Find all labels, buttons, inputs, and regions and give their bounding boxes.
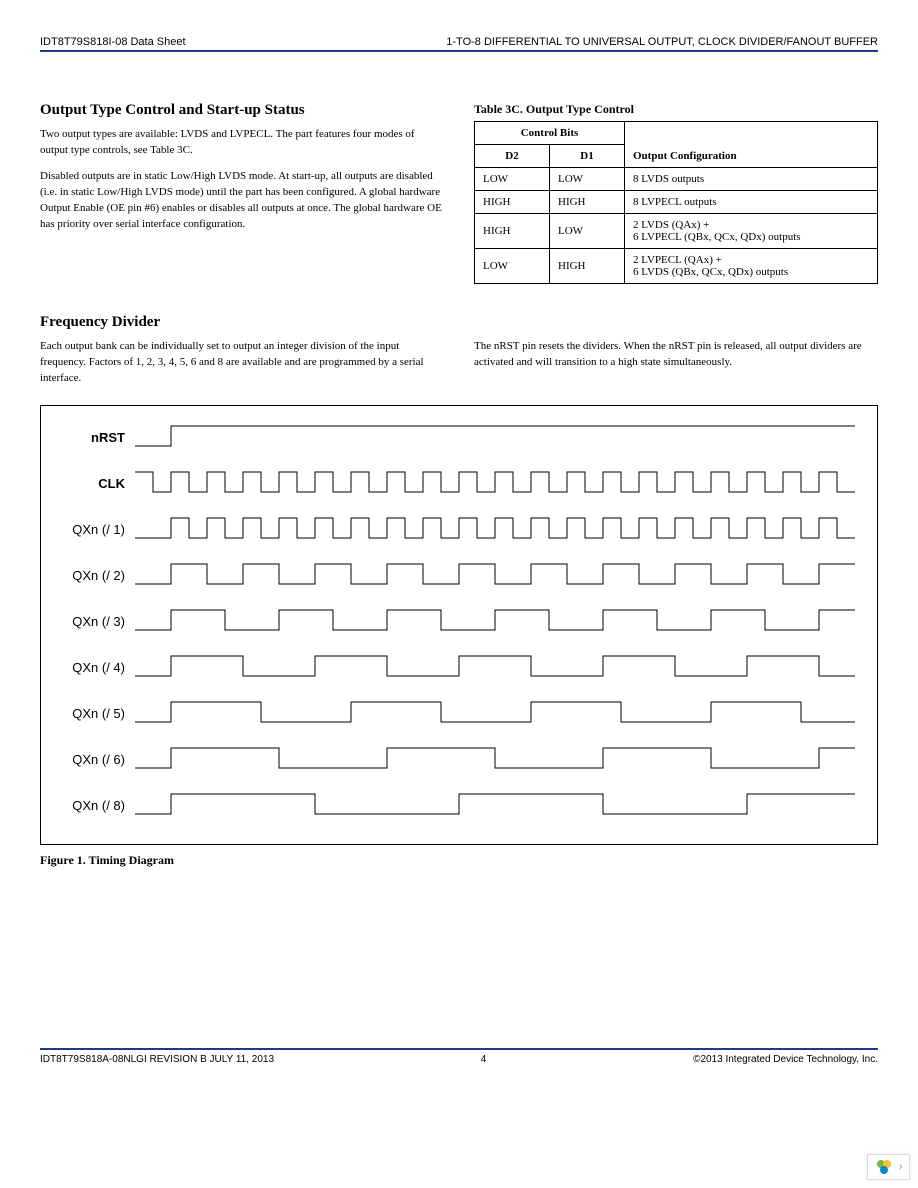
- signal-label: QXn (/ 3): [41, 614, 135, 629]
- th-d1: D1: [550, 145, 625, 168]
- table-header-row: Control Bits Output Configuration: [475, 122, 878, 145]
- cell-d2: LOW: [475, 168, 550, 191]
- cell-config: 2 LVPECL (QAx) + 6 LVDS (QBx, QCx, QDx) …: [625, 249, 878, 284]
- cell-d1: LOW: [550, 168, 625, 191]
- waveform: [135, 790, 855, 818]
- timing-row: QXn (/ 1): [41, 510, 865, 550]
- signal-wave: [135, 560, 865, 592]
- header-left: IDT8T79S818I-08 Data Sheet: [40, 36, 186, 48]
- section2-para-left: Each output bank can be individually set…: [40, 339, 444, 387]
- signal-label: QXn (/ 6): [41, 752, 135, 767]
- header-right: 1-TO-8 DIFFERENTIAL TO UNIVERSAL OUTPUT,…: [446, 36, 878, 48]
- section1-para1: Two output types are available: LVDS and…: [40, 127, 444, 159]
- waveform: [135, 560, 855, 588]
- section1-title: Output Type Control and Start-up Status: [40, 102, 444, 119]
- section1-para2: Disabled outputs are in static Low/High …: [40, 169, 444, 233]
- cell-d2: HIGH: [475, 214, 550, 249]
- signal-wave: [135, 606, 865, 638]
- figure1-title: Figure 1. Timing Diagram: [40, 853, 878, 868]
- section-output-type: Output Type Control and Start-up Status …: [40, 102, 878, 284]
- timing-row: QXn (/ 2): [41, 556, 865, 596]
- timing-diagram: nRST CLK QXn (/ 1) QXn (/ 2) QXn (/ 3) QXn (/…: [40, 405, 878, 845]
- timing-row: nRST: [41, 418, 865, 458]
- waveform: [135, 514, 855, 542]
- section2-para-right: The nRST pin resets the dividers. When t…: [474, 339, 878, 371]
- timing-row: QXn (/ 8): [41, 786, 865, 826]
- page-footer: IDT8T79S818A-08NLGI REVISION B JULY 11, …: [40, 1048, 878, 1065]
- waveform: [135, 422, 855, 450]
- timing-row: QXn (/ 3): [41, 602, 865, 642]
- timing-row: CLK: [41, 464, 865, 504]
- flower-icon: [874, 1157, 894, 1177]
- freq-div-right: The nRST pin resets the dividers. When t…: [474, 339, 878, 397]
- table3c-container: Table 3C. Output Type Control Control Bi…: [474, 102, 878, 284]
- waveform: [135, 468, 855, 496]
- timing-row: QXn (/ 5): [41, 694, 865, 734]
- waveform: [135, 698, 855, 726]
- th-d2: D2: [475, 145, 550, 168]
- footer-left: IDT8T79S818A-08NLGI REVISION B JULY 11, …: [40, 1054, 274, 1065]
- footer-right: ©2013 Integrated Device Technology, Inc.: [693, 1054, 878, 1065]
- timing-row: QXn (/ 6): [41, 740, 865, 780]
- cell-d2: HIGH: [475, 191, 550, 214]
- cell-config: 8 LVPECL outputs: [625, 191, 878, 214]
- page-header: IDT8T79S818I-08 Data Sheet 1-TO-8 DIFFER…: [40, 36, 878, 52]
- cell-config: 8 LVDS outputs: [625, 168, 878, 191]
- section-freq-divider: Each output bank can be individually set…: [40, 339, 878, 397]
- corner-widget[interactable]: ›: [867, 1154, 910, 1180]
- cell-d1: LOW: [550, 214, 625, 249]
- signal-wave: [135, 652, 865, 684]
- signal-label: CLK: [41, 476, 135, 491]
- signal-wave: [135, 698, 865, 730]
- waveform: [135, 606, 855, 634]
- table3c-title: Table 3C. Output Type Control: [474, 102, 878, 117]
- signal-wave: [135, 514, 865, 546]
- signal-label: QXn (/ 4): [41, 660, 135, 675]
- waveform: [135, 744, 855, 772]
- section-output-type-text: Output Type Control and Start-up Status …: [40, 102, 444, 284]
- timing-row: QXn (/ 4): [41, 648, 865, 688]
- cell-d1: HIGH: [550, 249, 625, 284]
- cell-d2: LOW: [475, 249, 550, 284]
- signal-wave: [135, 468, 865, 500]
- table-row: LOWLOW8 LVDS outputs: [475, 168, 878, 191]
- signal-label: QXn (/ 1): [41, 522, 135, 537]
- signal-wave: [135, 744, 865, 776]
- th-config: Output Configuration: [625, 122, 878, 168]
- signal-wave: [135, 422, 865, 454]
- chevron-right-icon: ›: [898, 1159, 903, 1175]
- table3c: Control Bits Output Configuration D2 D1 …: [474, 121, 878, 284]
- signal-label: QXn (/ 2): [41, 568, 135, 583]
- table-row: HIGHLOW2 LVDS (QAx) + 6 LVPECL (QBx, QCx…: [475, 214, 878, 249]
- cell-d1: HIGH: [550, 191, 625, 214]
- footer-center: 4: [481, 1054, 487, 1065]
- signal-label: nRST: [41, 430, 135, 445]
- section2-title: Frequency Divider: [40, 314, 878, 331]
- table-row: HIGHHIGH8 LVPECL outputs: [475, 191, 878, 214]
- th-control-bits: Control Bits: [475, 122, 625, 145]
- signal-wave: [135, 790, 865, 822]
- freq-div-left: Each output bank can be individually set…: [40, 339, 444, 397]
- cell-config: 2 LVDS (QAx) + 6 LVPECL (QBx, QCx, QDx) …: [625, 214, 878, 249]
- signal-label: QXn (/ 8): [41, 798, 135, 813]
- signal-label: QXn (/ 5): [41, 706, 135, 721]
- waveform: [135, 652, 855, 680]
- table-row: LOWHIGH2 LVPECL (QAx) + 6 LVDS (QBx, QCx…: [475, 249, 878, 284]
